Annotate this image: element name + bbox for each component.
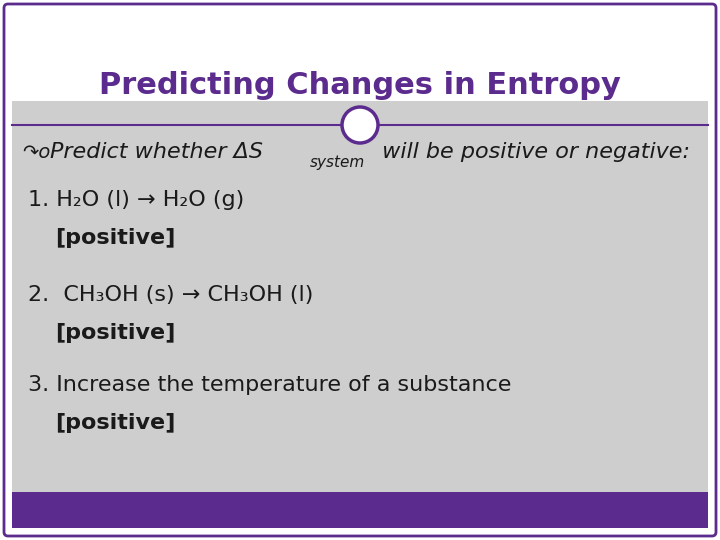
- FancyBboxPatch shape: [12, 492, 708, 528]
- Text: 2.  CH₃OH (s) → CH₃OH (l): 2. CH₃OH (s) → CH₃OH (l): [28, 285, 313, 305]
- Text: system: system: [310, 154, 365, 170]
- Circle shape: [342, 107, 378, 143]
- Text: 3. Increase the temperature of a substance: 3. Increase the temperature of a substan…: [28, 375, 511, 395]
- Text: ↷o: ↷o: [22, 143, 50, 161]
- Text: 1. H₂O (l) → H₂O (g): 1. H₂O (l) → H₂O (g): [28, 190, 244, 210]
- Text: Predicting Changes in Entropy: Predicting Changes in Entropy: [99, 71, 621, 99]
- FancyBboxPatch shape: [12, 101, 708, 504]
- Text: [positive]: [positive]: [55, 413, 176, 433]
- Text: [positive]: [positive]: [55, 323, 176, 343]
- Text: Predict whether ΔS: Predict whether ΔS: [50, 142, 263, 162]
- Text: will be positive or negative:: will be positive or negative:: [375, 142, 690, 162]
- Text: [positive]: [positive]: [55, 228, 176, 248]
- FancyBboxPatch shape: [4, 4, 716, 536]
